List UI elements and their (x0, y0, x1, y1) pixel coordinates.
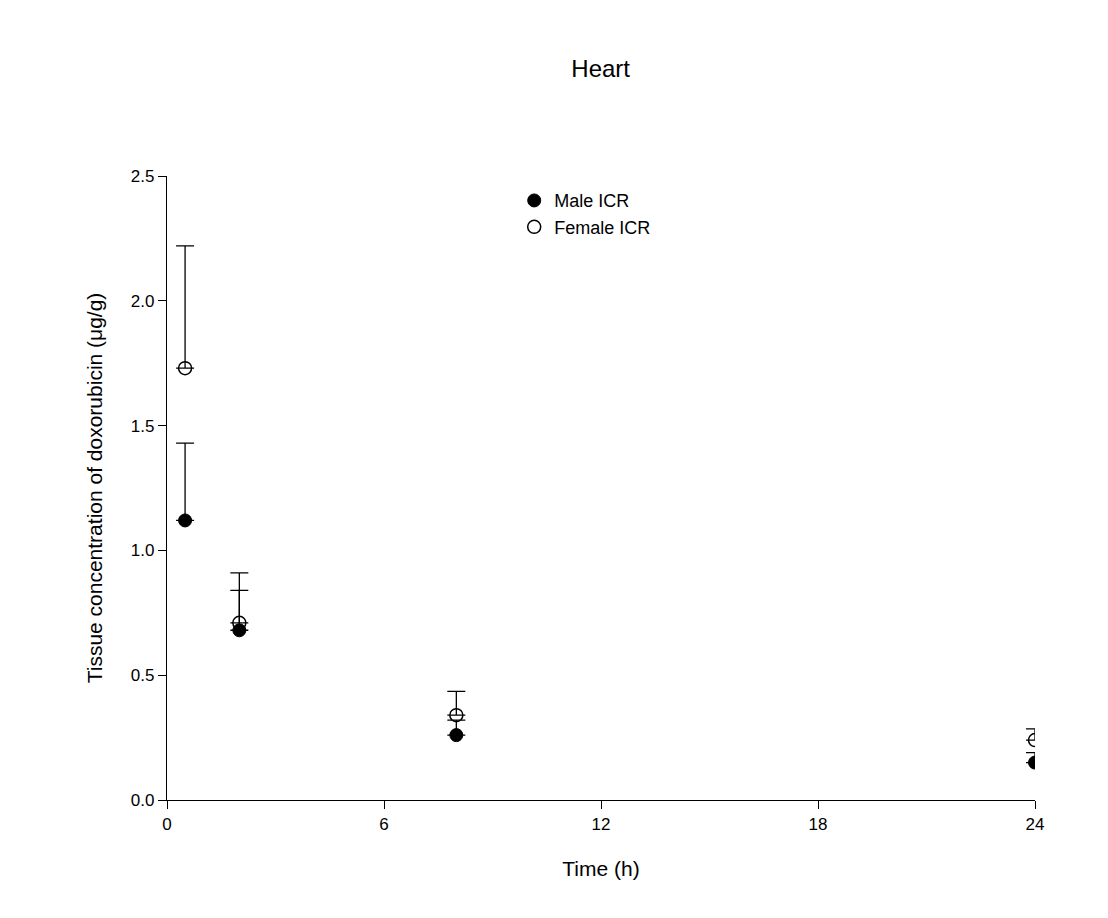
svg-text:Female ICR: Female ICR (554, 218, 650, 238)
svg-text:12: 12 (592, 815, 611, 834)
svg-text:2.5: 2.5 (131, 167, 155, 186)
svg-text:0.5: 0.5 (131, 666, 155, 685)
svg-text:1.5: 1.5 (131, 417, 155, 436)
svg-text:0.0: 0.0 (131, 791, 155, 810)
svg-text:Time (h): Time (h) (562, 857, 639, 880)
svg-text:24: 24 (1026, 815, 1045, 834)
svg-text:18: 18 (809, 815, 828, 834)
svg-text:6: 6 (379, 815, 388, 834)
svg-text:Tissue concentration of doxoru: Tissue concentration of doxorubicin (μg/… (83, 293, 106, 684)
svg-text:1.0: 1.0 (131, 541, 155, 560)
svg-text:2.0: 2.0 (131, 292, 155, 311)
svg-text:Male ICR: Male ICR (554, 191, 629, 211)
svg-text:Heart: Heart (571, 55, 630, 82)
svg-text:0: 0 (162, 815, 171, 834)
